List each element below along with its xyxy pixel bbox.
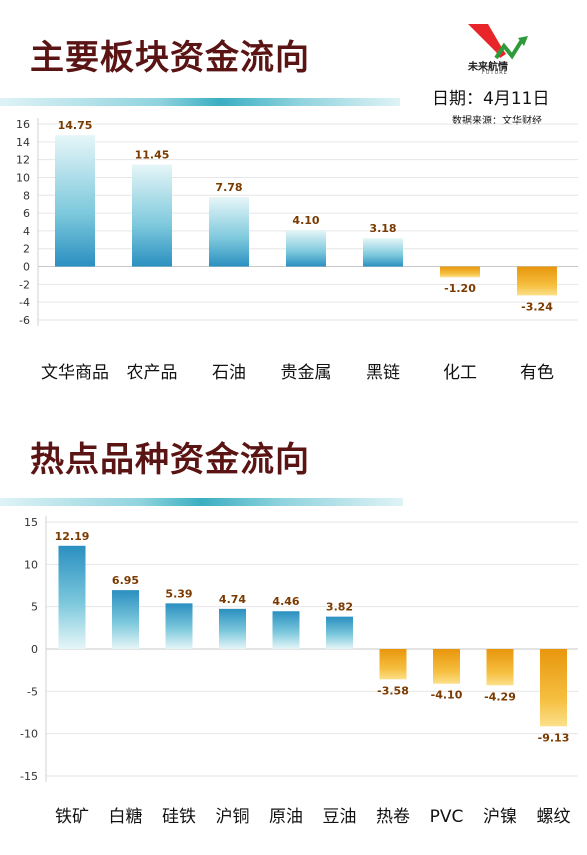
category-label: 螺纹: [537, 807, 571, 827]
bar: [272, 611, 300, 649]
logo-icon: [468, 24, 528, 60]
y-tick-label: -15: [20, 770, 38, 783]
y-tick-label: 10: [16, 171, 30, 184]
data-label: -1.20: [444, 282, 476, 295]
category-label: 化工: [443, 363, 477, 383]
y-tick-label: 16: [16, 118, 30, 131]
bar: [219, 608, 246, 649]
y-tick-label: 10: [24, 558, 38, 571]
category-label: 石油: [212, 363, 246, 383]
data-label: 3.82: [326, 601, 353, 614]
y-tick-label: 2: [23, 243, 30, 256]
source-label: 数据来源：文华财经: [452, 116, 542, 127]
data-label: 12.19: [55, 530, 90, 543]
data-label: 5.39: [165, 587, 192, 600]
bar: [440, 266, 480, 278]
y-tick-label: 0: [23, 261, 30, 274]
chart1-title: 主要板块资金流向: [30, 38, 310, 78]
bar: [132, 164, 172, 267]
y-tick-label: 4: [23, 225, 30, 238]
bar: [58, 545, 86, 649]
data-label: -4.29: [484, 690, 516, 703]
chart1-plot: 16 14 12 10 8 6 4 2 0 -2 -4 -6 14.75 文华商品 11.45 农产品 7.78…: [16, 118, 578, 383]
y-tick-label: -5: [27, 685, 38, 698]
y-tick-label: 6: [23, 207, 30, 220]
y-tick-label: 15: [24, 516, 38, 529]
data-label: -9.13: [538, 731, 570, 744]
bar: [433, 649, 460, 684]
bar: [112, 590, 139, 649]
bar: [209, 197, 249, 267]
logo-text: 未来航情: [468, 62, 508, 73]
bar: [165, 603, 193, 649]
category-label: 沪镍: [483, 807, 517, 827]
category-label: 硅铁: [162, 807, 196, 827]
data-label: 11.45: [135, 149, 170, 162]
category-label: 黑链: [366, 363, 400, 383]
data-label: 14.75: [58, 119, 93, 132]
y-tick-label: -2: [19, 278, 30, 291]
category-label: 白糖: [109, 807, 143, 827]
data-label: -3.58: [377, 684, 409, 697]
category-label: 有色: [520, 363, 554, 383]
bar: [286, 230, 326, 267]
category-label: 豆油: [323, 807, 357, 827]
y-tick-label: 8: [23, 189, 30, 202]
data-label: 4.46: [272, 595, 299, 608]
category-label: 铁矿: [55, 807, 89, 827]
bar: [540, 649, 567, 727]
chart2-title-stripe: [0, 498, 403, 506]
y-tick-label: 14: [16, 136, 30, 149]
y-tick-label: -6: [19, 314, 30, 327]
category-label: 贵金属: [281, 363, 332, 383]
category-label: 沪铜: [216, 807, 250, 827]
data-label: 6.95: [112, 574, 139, 587]
y-tick-label: 5: [31, 601, 38, 614]
logo-subtext: FUTURE: [482, 70, 508, 76]
category-label: 热卷: [376, 807, 410, 827]
bar: [363, 238, 403, 267]
bar: [326, 616, 353, 649]
bar: [517, 266, 557, 296]
chart2-title: 热点品种资金流向: [30, 440, 310, 480]
chart1-title-stripe: [0, 98, 400, 106]
y-tick-label: -4: [19, 296, 30, 309]
bar: [379, 649, 407, 680]
bar: [55, 135, 95, 267]
data-label: 7.78: [215, 181, 242, 194]
date-label: 日期：4月11日: [432, 89, 550, 109]
data-label: 3.18: [369, 222, 396, 235]
data-label: -3.24: [521, 300, 553, 313]
bar: [486, 649, 514, 686]
y-tick-label: -10: [20, 728, 38, 741]
category-label: 文华商品: [41, 363, 109, 383]
data-label: -4.10: [431, 689, 463, 702]
category-label: 原油: [269, 807, 303, 827]
data-label: 4.10: [292, 214, 319, 227]
y-tick-label: 0: [31, 643, 38, 656]
data-label: 4.74: [219, 593, 246, 606]
y-tick-label: 12: [16, 154, 30, 167]
category-label: PVC: [430, 807, 464, 827]
category-label: 农产品: [127, 363, 178, 383]
chart2-plot: 15 10 5 0 -5 -10 -15 12.19 铁矿 6.95 白糖 5.39 硅铁 4.74 沪铜 4…: [20, 516, 578, 827]
